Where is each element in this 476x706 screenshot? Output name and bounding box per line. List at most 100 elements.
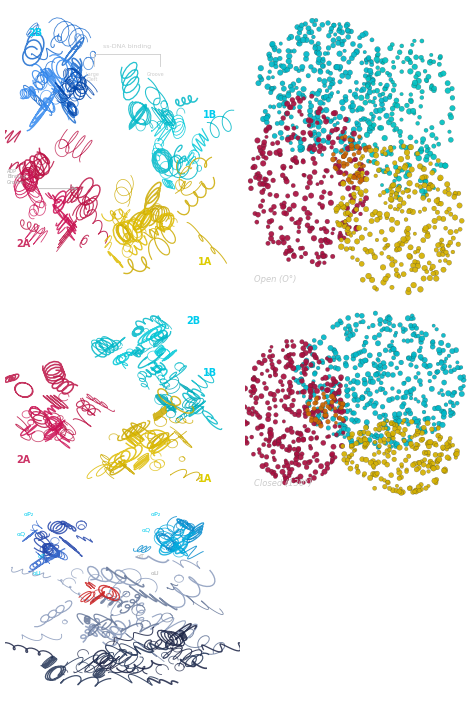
Point: [317, 116, 324, 128]
Point: [324, 18, 332, 29]
Point: [376, 424, 383, 436]
Point: [373, 85, 381, 97]
Point: [357, 114, 365, 126]
Point: [350, 149, 358, 160]
Point: [352, 319, 360, 330]
Point: [443, 179, 451, 190]
Point: [268, 215, 276, 227]
Point: [357, 164, 364, 175]
Point: [327, 342, 334, 354]
Point: [348, 414, 356, 426]
Point: [290, 436, 298, 448]
Point: [439, 389, 446, 400]
Point: [319, 55, 327, 66]
Point: [362, 223, 369, 234]
Point: [249, 373, 257, 385]
Point: [342, 421, 349, 432]
Point: [432, 477, 440, 489]
Point: [286, 245, 294, 256]
Point: [337, 373, 345, 385]
Point: [299, 142, 307, 153]
Point: [289, 180, 297, 191]
Point: [377, 473, 385, 484]
Point: [294, 473, 301, 484]
Point: [448, 92, 456, 104]
Point: [359, 199, 367, 210]
Point: [313, 455, 321, 466]
Point: [393, 95, 400, 106]
Point: [317, 140, 324, 152]
Point: [446, 404, 454, 415]
Point: [372, 469, 380, 481]
Point: [395, 173, 403, 184]
Point: [420, 407, 428, 418]
Point: [358, 104, 366, 115]
Point: [344, 222, 352, 234]
Point: [327, 457, 335, 468]
Point: [265, 72, 272, 83]
Point: [318, 60, 326, 71]
Point: [337, 136, 345, 148]
Point: [415, 152, 423, 164]
Point: [399, 486, 407, 498]
Point: [349, 353, 357, 364]
Point: [276, 438, 283, 449]
Point: [432, 267, 440, 278]
Point: [440, 68, 447, 79]
Point: [388, 214, 396, 225]
Point: [415, 418, 423, 429]
Point: [380, 448, 388, 460]
Point: [360, 340, 367, 351]
Point: [268, 341, 275, 352]
Point: [378, 226, 386, 237]
Point: [299, 242, 307, 253]
Point: [255, 78, 262, 89]
Point: [309, 358, 317, 369]
Point: [269, 350, 277, 361]
Point: [289, 78, 297, 90]
Point: [418, 35, 426, 47]
Point: [309, 360, 317, 371]
Point: [287, 354, 294, 366]
Point: [316, 54, 323, 65]
Point: [300, 92, 307, 104]
Point: [324, 378, 331, 390]
Point: [319, 383, 327, 395]
Point: [366, 123, 373, 134]
Point: [308, 222, 316, 234]
Point: [274, 461, 282, 472]
Point: [330, 20, 338, 31]
Point: [313, 107, 321, 118]
Point: [356, 40, 364, 52]
Point: [410, 80, 418, 91]
Point: [364, 438, 371, 449]
Point: [456, 372, 464, 383]
Point: [304, 424, 312, 436]
Point: [319, 53, 327, 64]
Point: [364, 92, 371, 103]
Point: [377, 164, 384, 175]
Point: [294, 428, 301, 439]
Point: [396, 181, 403, 193]
Point: [297, 428, 304, 439]
Point: [403, 185, 411, 196]
Point: [417, 351, 425, 362]
Point: [301, 193, 309, 204]
Point: [340, 202, 347, 213]
Point: [361, 337, 369, 348]
Point: [353, 204, 360, 215]
Point: [349, 383, 357, 395]
Point: [352, 154, 359, 165]
Point: [386, 483, 393, 494]
Point: [345, 174, 352, 186]
Point: [381, 388, 389, 399]
Point: [322, 91, 330, 102]
Point: [368, 76, 376, 87]
Point: [400, 435, 408, 446]
Point: [447, 208, 455, 220]
Point: [344, 424, 352, 436]
Point: [337, 198, 345, 210]
Point: [310, 407, 317, 418]
Point: [295, 476, 303, 487]
Point: [330, 345, 337, 356]
